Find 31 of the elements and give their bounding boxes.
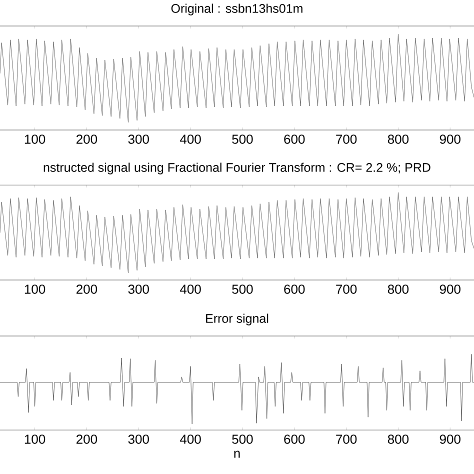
x-tick-label: 100 [24, 284, 46, 294]
x-tick-label: 700 [336, 134, 357, 144]
x-tick-label: 500 [232, 434, 253, 444]
x-tick-label: 900 [440, 434, 460, 444]
chart-title: nstructed signal using Fractional Fourier Transform : CR= 2.2 %; PRD [44, 162, 430, 174]
x-tick-label: 200 [76, 284, 98, 294]
x-tick-label: 400 [180, 134, 201, 144]
x-axis-title: n [234, 450, 240, 458]
x-tick-label: 300 [128, 434, 149, 444]
x-tick-label: 800 [388, 434, 409, 444]
x-tick-label: 300 [128, 134, 149, 144]
chart-title: Original : ssbn13hs01m [171, 4, 302, 16]
x-tick-label: 900 [440, 284, 460, 294]
x-tick-label: 400 [180, 284, 201, 294]
x-tick-label: 700 [336, 284, 357, 294]
x-tick-label: 600 [284, 434, 305, 444]
x-tick-label: 500 [232, 284, 253, 294]
x-tick-label: 100 [24, 434, 46, 444]
x-tick-label: 300 [128, 284, 149, 294]
x-tick-label: 100 [24, 134, 46, 144]
x-tick-label: 200 [76, 134, 98, 144]
x-tick-label: 700 [336, 434, 357, 444]
x-tick-label: 900 [440, 134, 460, 144]
x-tick-label: 800 [388, 284, 409, 294]
x-tick-label: 400 [180, 434, 201, 444]
x-tick-label: 600 [284, 284, 305, 294]
x-tick-label: 800 [388, 134, 409, 144]
x-tick-label: 600 [284, 134, 305, 144]
x-tick-label: 200 [76, 434, 98, 444]
chart-title: Error signal [206, 314, 268, 326]
x-tick-label: 500 [232, 134, 253, 144]
